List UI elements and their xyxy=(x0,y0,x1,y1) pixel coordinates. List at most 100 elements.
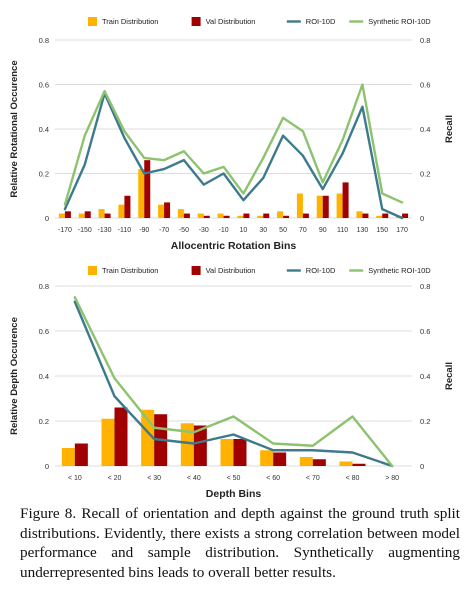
val-bar xyxy=(233,439,247,466)
x-tick-label: -30 xyxy=(199,227,209,234)
y-tick-label: 0.4 xyxy=(39,372,49,381)
val-bar xyxy=(124,195,131,218)
train-bar xyxy=(118,204,125,218)
val-bar xyxy=(302,213,309,218)
val-bar xyxy=(203,215,210,218)
y-tick-label: 0.8 xyxy=(39,282,49,291)
val-bar xyxy=(74,443,88,466)
train-bar xyxy=(98,209,105,218)
train-bar xyxy=(101,418,115,466)
train-bar xyxy=(217,213,224,218)
y2-tick-label: 0.8 xyxy=(420,36,430,45)
legend-swatch xyxy=(88,17,97,26)
train-bar xyxy=(257,215,264,218)
y-tick-label: 0 xyxy=(45,462,49,471)
x-tick-label: 170 xyxy=(396,227,408,234)
val-bar xyxy=(342,182,349,218)
x-tick-label: -130 xyxy=(98,227,112,234)
train-bar xyxy=(277,211,284,218)
train-bar xyxy=(220,439,234,466)
val-bar xyxy=(263,213,270,218)
x-axis-title: Allocentric Rotation Bins xyxy=(171,240,297,250)
rotation-recall-chart: 0 0.2 0.4 0.6 0.8 0 0.2 0.4 0.6 0.8 -170 -150 -130 -1… xyxy=(9,17,455,250)
depth-recall-chart: 0 0.2 0.4 0.6 0.8 0 0.2 0.4 0.6 0.8 < 10 < 20 < 30 < … xyxy=(9,266,455,500)
x-tick-label: -90 xyxy=(139,227,149,234)
x-tick-label: -110 xyxy=(118,227,132,234)
y-axis-title: Relative Depth Occurence xyxy=(9,317,20,435)
val-bar xyxy=(144,160,151,218)
val-bar xyxy=(322,195,329,218)
val-bar xyxy=(84,211,91,218)
y-tick-label: 0.8 xyxy=(39,36,49,45)
val-bar xyxy=(273,452,287,466)
train-bar xyxy=(356,211,363,218)
legend-swatch xyxy=(88,266,97,275)
x-tick-label: 30 xyxy=(259,227,267,234)
train-bar xyxy=(158,204,165,218)
val-bar xyxy=(183,213,190,218)
train-bar xyxy=(78,213,85,218)
x-tick-label: 50 xyxy=(279,227,287,234)
y2-tick-label: 0.4 xyxy=(420,125,430,134)
x-tick-label: -10 xyxy=(219,227,229,234)
legend-label: Train Distribution xyxy=(102,266,158,275)
y2-tick-label: 0.4 xyxy=(420,372,430,381)
x-tick-label: -150 xyxy=(78,227,92,234)
legend-label: ROI-10D xyxy=(306,266,336,275)
y2-tick-label: 0.6 xyxy=(420,81,430,90)
y2-tick-label: 0.8 xyxy=(420,282,430,291)
figure-caption: Figure 8. Recall of orientation and dept… xyxy=(20,505,460,581)
train-bar xyxy=(260,450,274,466)
x-tick-label: 10 xyxy=(240,227,248,234)
train-bar xyxy=(61,448,75,466)
val-bar xyxy=(362,213,369,218)
x-tick-label: > 80 xyxy=(385,475,399,482)
val-bar xyxy=(312,459,326,466)
train-bar xyxy=(339,461,353,466)
y-tick-label: 0.2 xyxy=(39,417,49,426)
val-bar xyxy=(402,213,409,218)
val-bar xyxy=(223,215,230,218)
y2-axis-title: Recall xyxy=(444,115,455,143)
train-bar xyxy=(299,457,313,466)
y-axis-title: Relative Rotational Occurence xyxy=(9,60,20,197)
x-tick-label: -170 xyxy=(58,227,72,234)
y-tick-label: 0 xyxy=(45,214,49,223)
val-bar xyxy=(382,213,389,218)
val-bar xyxy=(243,213,250,218)
y-tick-label: 0.6 xyxy=(39,81,49,90)
legend-label: Train Distribution xyxy=(102,17,158,26)
train-bar xyxy=(138,169,145,218)
y-tick-label: 0.2 xyxy=(39,170,49,179)
val-bar xyxy=(352,463,366,466)
val-bar xyxy=(193,425,207,466)
x-axis-title: Depth Bins xyxy=(206,488,262,500)
y2-tick-label: 0.2 xyxy=(420,417,430,426)
x-tick-label: 90 xyxy=(319,227,327,234)
y-tick-label: 0.4 xyxy=(39,125,49,134)
y-tick-label: 0.6 xyxy=(39,327,49,336)
x-tick-label: -70 xyxy=(159,227,169,234)
x-tick-label: 130 xyxy=(357,227,369,234)
val-bar xyxy=(114,407,128,466)
val-bar xyxy=(104,213,111,218)
y2-axis-title: Recall xyxy=(444,362,455,390)
y2-tick-label: 0.6 xyxy=(420,327,430,336)
legend-swatch xyxy=(191,17,201,26)
x-tick-label: < 10 xyxy=(68,475,82,482)
y2-tick-label: 0 xyxy=(420,462,424,471)
train-bar xyxy=(58,213,65,218)
y2-tick-label: 0 xyxy=(420,214,424,223)
y2-tick-label: 0.2 xyxy=(420,170,430,179)
synthetic-roi10d-line xyxy=(63,83,404,206)
x-tick-label: 110 xyxy=(337,227,348,234)
train-bar xyxy=(180,423,194,466)
train-bar xyxy=(336,193,343,218)
legend-label: Val Distribution xyxy=(206,266,256,275)
train-bar xyxy=(376,215,383,218)
legend-label: Synthetic ROI-10D xyxy=(368,17,431,26)
x-tick-label: < 60 xyxy=(266,475,280,482)
roi10d-line xyxy=(63,92,404,220)
synthetic-roi10d-line xyxy=(73,296,394,468)
val-bar xyxy=(64,211,71,218)
